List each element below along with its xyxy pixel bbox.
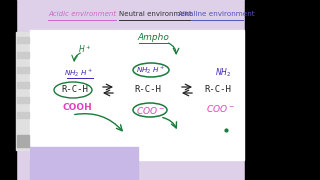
Text: R-C-H: R-C-H [204,86,231,94]
Bar [17,97,29,103]
Bar [16,32,30,150]
Text: $NH_2$: $NH_2$ [215,67,231,79]
Text: $NH_2\ H^+$: $NH_2\ H^+$ [64,67,94,79]
Text: $COO^-$: $COO^-$ [135,105,164,116]
Text: $NH_2\ H^+$: $NH_2\ H^+$ [136,64,166,76]
Text: Alkaline environment: Alkaline environment [178,11,254,17]
Bar [17,112,29,118]
Text: Ampho: Ampho [137,33,169,42]
Bar [17,82,29,88]
Bar [17,52,29,58]
Text: COOH: COOH [62,103,92,112]
Bar [17,37,29,43]
Bar [30,30,244,160]
Text: Neutral environment: Neutral environment [119,11,191,17]
Text: R-C-H: R-C-H [135,86,161,94]
Bar [17,67,29,73]
Text: $COO^-$: $COO^-$ [205,102,235,114]
Bar [17,135,29,147]
Text: $H^+$: $H^+$ [78,43,92,55]
Bar [30,147,138,180]
Text: R-C-H: R-C-H [61,86,88,94]
Bar [245,0,320,180]
Text: Acidic environment: Acidic environment [48,11,116,17]
Bar [0,0,16,180]
